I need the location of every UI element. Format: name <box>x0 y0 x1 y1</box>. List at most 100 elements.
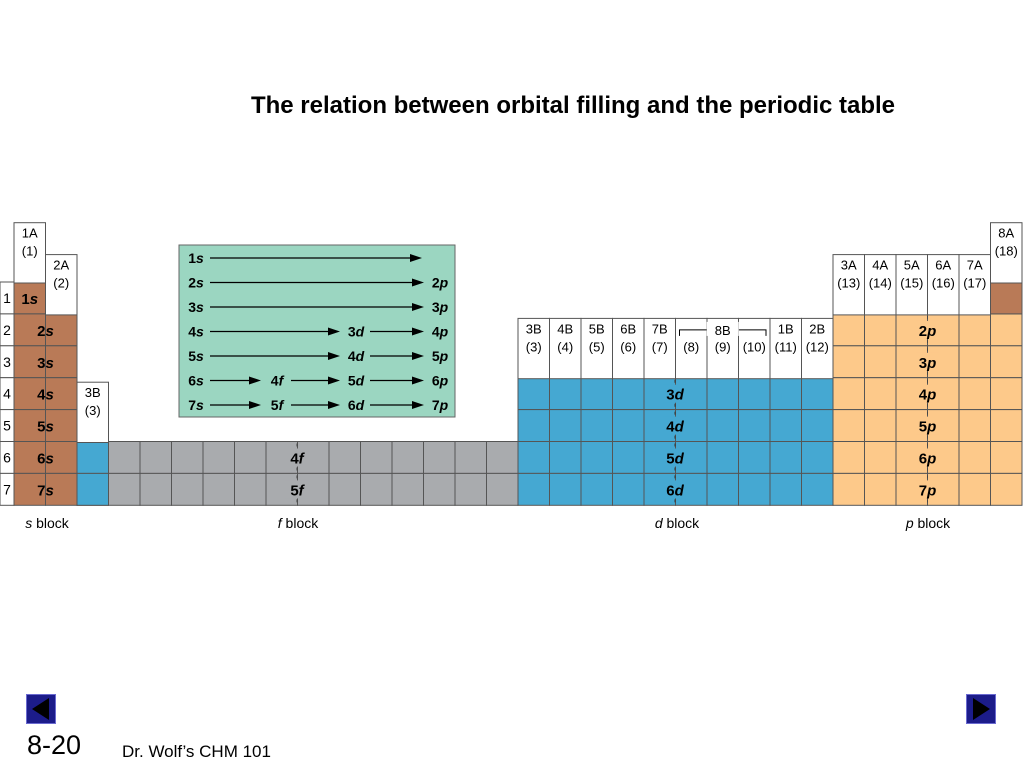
p-cell <box>864 313 897 347</box>
group-8-b-number: (9) <box>715 339 731 354</box>
period-number: 2 <box>3 322 11 338</box>
f-cell <box>360 441 393 474</box>
f-cell <box>139 472 172 506</box>
group-1a-number: (1) <box>22 244 38 259</box>
d-cell <box>612 441 645 474</box>
legend-arrow-head <box>249 376 261 385</box>
group-4b-box <box>549 317 582 380</box>
d-cell <box>706 409 739 443</box>
group-3b-lanthanide-label: 3B <box>85 385 101 400</box>
p-label-bg <box>915 320 940 339</box>
d-cell <box>549 377 582 411</box>
p-cell <box>864 377 897 411</box>
p-sublevel-label: 2p <box>919 323 937 340</box>
group-1a-box <box>13 222 46 284</box>
f-cell <box>171 441 204 474</box>
d-cell <box>738 441 771 474</box>
group-2a-number: (2) <box>53 276 69 291</box>
group-8b-label: 8B <box>715 323 731 338</box>
s-cell <box>45 377 78 411</box>
group-1a-label: 1A <box>22 226 38 241</box>
group-5b-label: 5B <box>589 321 605 336</box>
f-cell <box>202 472 235 506</box>
sublevel-labels: 1s 2s 3s 4s 5s 6s 7s 2p 3p 4p 5p 6p 7p 3d 4d 5d 6d 4f 5f <box>21 291 940 504</box>
f-cell <box>391 441 424 474</box>
legend-arrow-head <box>412 278 424 287</box>
p-cell <box>832 377 865 411</box>
legend-sublevel: 7s <box>188 397 204 413</box>
previous-slide-button[interactable] <box>26 694 56 724</box>
f-cell <box>234 472 267 506</box>
d-cell <box>706 472 739 506</box>
legend-arrow-head <box>412 303 424 311</box>
slide-title: The relation between orbital filling and… <box>250 92 896 119</box>
d-cell <box>549 409 582 443</box>
legend-sublevel: 6d <box>348 397 365 413</box>
legend-sublevel: 5s <box>188 348 204 364</box>
p-cell <box>832 313 865 347</box>
d-cell <box>801 441 834 474</box>
p-label-bg <box>915 448 940 467</box>
d-cell <box>580 441 613 474</box>
legend-arrow-head <box>412 352 424 360</box>
footer-text: Dr. Wolf’s CHM 101 <box>122 742 271 761</box>
p-cell <box>832 441 865 474</box>
legend-sublevel: 3s <box>188 299 204 315</box>
d-cell <box>769 377 802 411</box>
d-label-bg <box>663 448 687 467</box>
legend-sublevel: 2p <box>432 275 449 291</box>
f-cell <box>108 441 141 474</box>
legend-sublevel: 4d <box>348 348 365 364</box>
p-cell <box>990 345 1023 379</box>
p-cell <box>990 409 1023 443</box>
legend-arrow-head <box>412 327 424 336</box>
s-sublevel-label: 3s <box>37 355 54 372</box>
p-label-bg <box>915 416 940 435</box>
d-cell <box>612 377 645 411</box>
d-cell <box>801 409 834 443</box>
f-cell <box>423 472 456 506</box>
p-sublevel-label: 5p <box>919 419 937 436</box>
f-sublevel-label: 4f <box>290 450 305 467</box>
group-4b-label: 4B <box>557 321 573 336</box>
slide-number: 8-20 <box>27 730 82 760</box>
d-label-bg <box>663 416 687 435</box>
legend-sublevel: 4s <box>188 324 204 340</box>
group-3b-label: 3B <box>526 321 542 336</box>
p-cell <box>832 409 865 443</box>
p-cell <box>864 345 897 379</box>
group-6b-label: 6B <box>620 321 636 336</box>
group-7a-label: 7A <box>967 258 983 273</box>
p-cell <box>958 472 991 506</box>
d-cell <box>769 441 802 474</box>
p-cell <box>895 377 928 411</box>
d-cell <box>738 409 771 443</box>
d-sublevel-label: 4d <box>666 419 684 436</box>
period-number: 4 <box>3 386 11 402</box>
p-cell <box>958 409 991 443</box>
group-8b-label-bg <box>706 321 739 336</box>
group-8-a-number: (8) <box>683 339 699 354</box>
f-sublevel-label: 5f <box>290 482 305 499</box>
legend-arrow-head <box>410 254 422 262</box>
group-3a-label: 3A <box>841 258 857 273</box>
element-grid <box>13 281 1023 506</box>
d-cell <box>549 441 582 474</box>
s-cell <box>45 345 78 379</box>
group-5a-box <box>895 254 928 316</box>
next-slide-button[interactable] <box>966 694 996 724</box>
period-number: 5 <box>3 418 11 434</box>
d-cell <box>580 472 613 506</box>
legend-arrow-head <box>328 401 340 409</box>
p-sublevel-label: 4p <box>919 387 937 404</box>
group-4a-number: (14) <box>869 276 892 291</box>
d-cell <box>738 472 771 506</box>
legend-arrow-head <box>328 327 340 336</box>
f-block-label: f block <box>278 515 319 531</box>
legend-sublevel: 6s <box>188 373 204 389</box>
s-sublevel-label: 5s <box>37 419 54 436</box>
group-8a-box <box>990 222 1023 284</box>
d-cell <box>76 441 109 474</box>
f-cell <box>486 441 519 474</box>
